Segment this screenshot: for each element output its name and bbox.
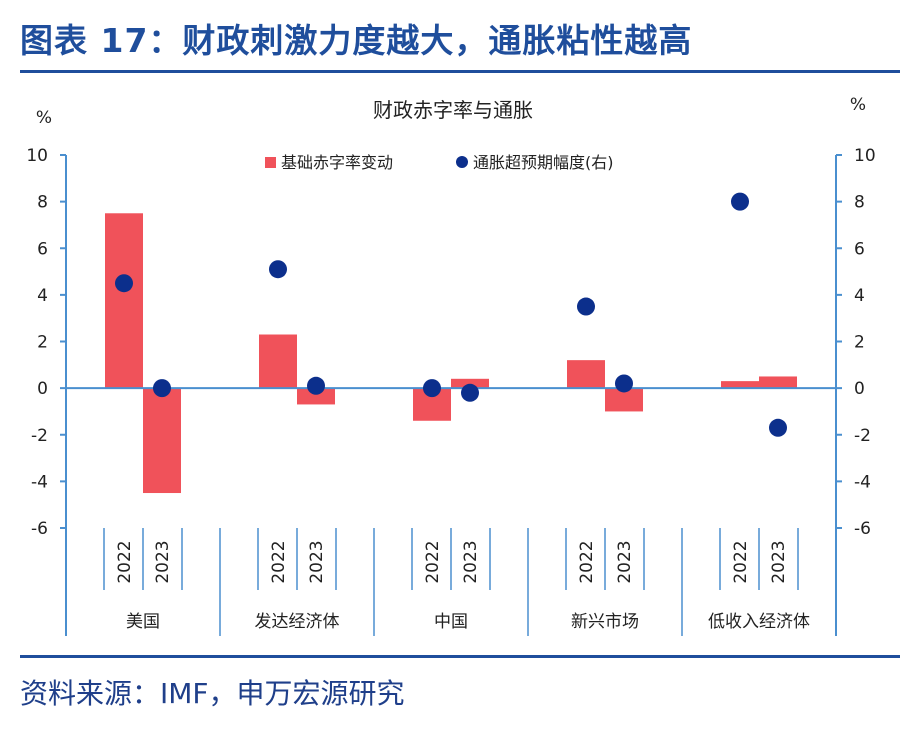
y-axis-right-unit: % (850, 95, 866, 115)
y-tick-label: 2 (37, 333, 48, 353)
bar-0-1 (143, 388, 181, 494)
y2-tick-label: -4 (854, 472, 871, 492)
dot-3-0 (577, 297, 595, 316)
dot-0-0 (115, 274, 133, 293)
dot-4-1 (769, 418, 787, 437)
legend: 基础赤字率变动 通胀超预期幅度(右) (265, 153, 614, 172)
bar-1-0 (259, 334, 297, 389)
y-tick-label: 6 (37, 239, 48, 259)
x-year-label: 2022 (269, 540, 289, 583)
x-axis-categories: 2022 2023 美国 2022 2023 发达经济体 2022 2023 中国 2022 202… (103, 528, 810, 636)
y-axis-left-unit: % (36, 108, 52, 128)
bar-3-0 (567, 360, 605, 389)
y-tick-label: 0 (37, 379, 48, 399)
figure-title: 图表 17：财政刺激力度越大，通胀粘性越高 (20, 21, 693, 60)
bar-4-0 (721, 381, 759, 389)
y2-tick-label: 0 (854, 379, 865, 399)
x-year-label: 2022 (115, 540, 135, 583)
y-tick-label: -6 (31, 519, 48, 539)
legend-dot-label: 通胀超预期幅度(右) (473, 153, 614, 172)
y2-tick-label: 2 (854, 333, 865, 353)
dot-1-0 (269, 260, 287, 279)
x-year-label: 2023 (307, 540, 327, 583)
x-group-label: 发达经济体 (255, 612, 340, 632)
x-year-label: 2023 (461, 540, 481, 583)
y-tick-label: 4 (37, 286, 48, 306)
y-tick-label: 8 (37, 193, 48, 213)
x-group-label: 美国 (126, 612, 160, 632)
y2-tick-label: 8 (854, 193, 865, 213)
legend-bar-label: 基础赤字率变动 (281, 153, 393, 172)
y-tick-label: -2 (31, 426, 48, 446)
y2-tick-label: -2 (854, 426, 871, 446)
bar-0-0 (105, 213, 143, 389)
y-axis-right: 10 8 6 4 2 0 -2 -4 -6 (835, 146, 876, 636)
source-note: 资料来源：IMF，申万宏源研究 (20, 677, 405, 710)
y2-tick-label: -6 (854, 519, 871, 539)
dot-1-1 (307, 376, 325, 395)
dot-series (115, 192, 787, 437)
dot-2-1 (461, 383, 479, 402)
y2-tick-label: 10 (854, 146, 876, 166)
bar-1-1 (297, 388, 335, 405)
legend-dot-swatch (456, 156, 468, 168)
y2-tick-label: 6 (854, 239, 865, 259)
x-year-label: 2023 (153, 540, 173, 583)
legend-bar-swatch (265, 157, 276, 168)
bar-2-1 (451, 378, 489, 389)
dot-0-1 (153, 379, 171, 398)
y2-tick-label: 4 (854, 286, 865, 306)
x-year-label: 2022 (423, 540, 443, 583)
x-group-label: 新兴市场 (571, 612, 639, 632)
x-year-label: 2023 (769, 540, 789, 583)
footer-rule (20, 655, 900, 658)
dot-4-0 (731, 192, 749, 211)
x-year-label: 2023 (615, 540, 635, 583)
x-year-label: 2022 (731, 540, 751, 583)
y-axis-left: 10 8 6 4 2 0 -2 -4 -6 (26, 146, 67, 636)
y-tick-label: -4 (31, 472, 48, 492)
bar-3-1 (605, 388, 643, 412)
x-year-label: 2022 (577, 540, 597, 583)
chart: 财政赤字率与通胀 % % 基础赤字率变动 通胀超预期幅度(右) 10 8 6 4 2 0 -… (26, 95, 876, 636)
chart-title: 财政赤字率与通胀 (373, 98, 533, 122)
dot-2-0 (423, 379, 441, 398)
y-tick-label: 10 (26, 146, 48, 166)
x-group-label: 低收入经济体 (708, 612, 810, 632)
dot-3-1 (615, 374, 633, 393)
bar-series (105, 213, 797, 494)
x-group-label: 中国 (434, 612, 468, 632)
title-rule (20, 70, 900, 73)
bar-4-1 (759, 376, 797, 389)
